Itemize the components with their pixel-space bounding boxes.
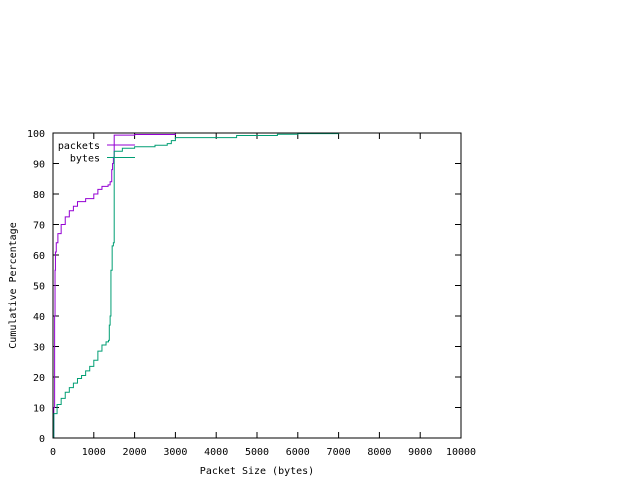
x-tick-label: 2000: [123, 447, 147, 458]
legend-label: bytes: [70, 154, 100, 165]
x-tick-label: 4000: [204, 447, 228, 458]
y-tick-label: 100: [27, 129, 45, 140]
plot-series: [53, 133, 340, 439]
legend-label: packets: [58, 141, 100, 152]
x-tick-label: 0: [50, 447, 56, 458]
y-axis-label: Cumulative Percentage: [8, 222, 19, 348]
plot-border: [52, 132, 462, 439]
axes: 0 1000 2000 3000 4000 5000 6000 7000 8000 9000 100…: [27, 129, 476, 458]
x-tick-label: 8000: [367, 447, 391, 458]
y-tick-label: 10: [33, 404, 45, 415]
y-tick-label: 90: [33, 160, 45, 171]
y-tick-label: 50: [33, 282, 45, 293]
x-tick-label: 9000: [408, 447, 432, 458]
y-tick-label: 60: [33, 251, 45, 262]
y-tick-label: 40: [33, 312, 45, 323]
y-tick-label: 80: [33, 190, 45, 201]
y-tick-label: 70: [33, 221, 45, 232]
x-tick-label: 10000: [446, 447, 476, 458]
x-tick-label: 3000: [163, 447, 187, 458]
x-tick-label: 6000: [286, 447, 310, 458]
y-tick-label: 30: [33, 343, 45, 354]
y-tick-label: 20: [33, 373, 45, 384]
x-axis-label: Packet Size (bytes): [200, 466, 314, 477]
legend: packets bytes: [58, 141, 135, 165]
y-tick-label: 0: [39, 434, 45, 445]
series-line-packets: [53, 133, 176, 439]
series-line-bytes: [53, 133, 340, 439]
x-tick-label: 5000: [245, 447, 269, 458]
x-tick-label: 7000: [327, 447, 351, 458]
x-tick-label: 1000: [82, 447, 106, 458]
